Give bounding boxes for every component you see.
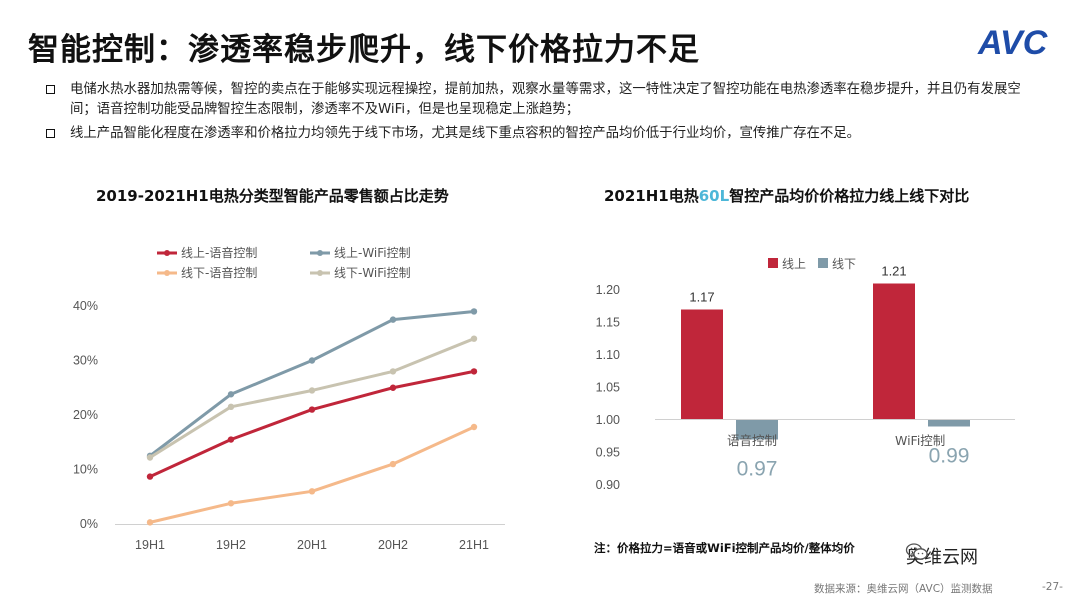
y-tick-label: 1.15: [596, 316, 620, 330]
bar-online: [873, 283, 915, 420]
series-line-offline-wifi: [149, 337, 475, 459]
y-tick-label: 1.05: [596, 381, 620, 395]
data-point: [227, 500, 235, 507]
legend-label-offline-wifi: 线下-WiFi控制: [334, 266, 411, 280]
checkbox-bullet-icon: [46, 129, 55, 138]
page-number: -27-: [1042, 581, 1063, 593]
legend-label-online-voice: 线上-语音控制: [181, 245, 257, 260]
x-tick-label: 20H1: [297, 538, 327, 552]
data-label: 1.21: [881, 264, 906, 279]
y-tick-label: 0.90: [596, 478, 620, 492]
data-point: [470, 423, 478, 431]
x-tick-label: 20H2: [378, 538, 408, 552]
bar-chart-title: 2021H1电热60L智控产品均价价格拉力线上线下对比: [604, 185, 969, 206]
bar-chart-title-prefix: 2021H1电热: [604, 187, 699, 205]
data-point: [308, 488, 316, 495]
data-point: [389, 316, 397, 323]
legend-swatch-offline: [818, 258, 828, 268]
bullet-text: 电储水热水器加热需等候，智控的卖点在于能够实现远程操控，提前加热，观察水量等需求…: [70, 82, 1021, 117]
y-tick-label: 20%: [73, 408, 98, 422]
x-tick-label: 21H1: [459, 538, 489, 552]
data-label: 1.17: [689, 290, 714, 305]
legend-label-offline: 线下: [832, 257, 856, 271]
y-axis-ticks: 0.90 0.95 1.00 1.05 1.10 1.15 1.20: [596, 283, 620, 492]
data-point: [227, 436, 235, 443]
data-point: [227, 403, 235, 411]
data-point: [389, 384, 397, 391]
svg-text:AVC: AVC: [977, 24, 1048, 62]
category-label-voice: 语音控制: [727, 433, 777, 448]
data-point: [389, 368, 397, 375]
legend-label-offline-voice: 线下-语音控制: [181, 265, 257, 280]
data-point: [308, 406, 316, 413]
bullet-text: 线上产品智能化程度在渗透率和价格拉力均领先于线下市场，尤其是线下重点容积的智控产…: [70, 126, 861, 141]
data-point: [146, 519, 154, 526]
y-tick-label: 10%: [73, 463, 98, 477]
legend-marker-online-wifi: [317, 250, 323, 256]
y-tick-label: 40%: [73, 299, 98, 313]
data-point: [470, 308, 478, 315]
y-tick-label: 0%: [80, 517, 98, 531]
avc-logo: AVC: [977, 24, 1048, 62]
data-point: [308, 357, 316, 364]
bar-offline: [736, 420, 778, 440]
checkbox-bullet-icon: [46, 85, 55, 94]
line-chart: 线上-语音控制 线上-WiFi控制 线下-语音控制 线下-WiFi控制 0% 10…: [73, 245, 505, 552]
bar-chart: 线上 线下 0.900.951.001.051.101.151.20 1.171…: [596, 257, 1015, 492]
data-point: [227, 391, 235, 398]
x-axis-ticks: 19H1 19H2 20H1 20H2 21H1: [135, 538, 489, 552]
legend-label-online-wifi: 线上-WiFi控制: [334, 246, 411, 260]
legend-swatch-online: [768, 258, 778, 268]
y-tick-label: 1.20: [596, 283, 620, 297]
y-tick-label: 0.95: [596, 446, 620, 460]
legend-marker-online-voice: [164, 250, 170, 256]
legend-marker-offline-voice: [164, 270, 170, 276]
line-chart-title: 2019-2021H1电热分类型智能产品零售额占比走势: [96, 187, 449, 205]
bar-chart-title-suffix: 智控产品均价价格拉力线上线下对比: [729, 187, 970, 205]
bullet-list: 电储水热水器加热需等候，智控的卖点在于能够实现远程操控，提前加热，观察水量等需求…: [46, 80, 1030, 148]
data-point: [470, 335, 478, 342]
y-axis-ticks: 0% 10% 20% 30% 40%: [73, 299, 98, 531]
x-tick-label: 19H2: [216, 538, 246, 552]
bullet-item: 线上产品智能化程度在渗透率和价格拉力均领先于线下市场，尤其是线下重点容积的智控产…: [46, 124, 1030, 144]
data-label: 0.97: [737, 458, 778, 481]
bars: 1.17 1.21 0.97 0.99: [681, 264, 970, 481]
data-point: [308, 387, 316, 394]
data-point: [146, 473, 154, 480]
bar-chart-legend: 线上 线下: [768, 257, 856, 271]
x-tick-label: 19H1: [135, 538, 165, 552]
wechat-icon: [905, 543, 928, 560]
legend-marker-offline-wifi: [317, 270, 323, 276]
y-tick-label: 1.00: [596, 413, 620, 427]
line-chart-legend: 线上-语音控制 线上-WiFi控制 线下-语音控制 线下-WiFi控制: [157, 245, 411, 280]
y-tick-label: 30%: [73, 354, 98, 368]
wechat-watermark: 奥维云网: [905, 543, 978, 569]
formula-note: 注：价格拉力=语音或WiFi控制产品均价/整体均价: [594, 541, 855, 555]
series-line-online-voice: [149, 369, 475, 478]
line-series: [146, 308, 478, 526]
category-label-wifi: WiFi控制: [895, 433, 945, 448]
bullet-item: 电储水热水器加热需等候，智控的卖点在于能够实现远程操控，提前加热，观察水量等需求…: [46, 80, 1030, 120]
y-tick-label: 1.10: [596, 348, 620, 362]
series-line-offline-voice: [149, 425, 475, 524]
data-point: [146, 454, 154, 461]
data-point: [389, 460, 397, 468]
series-line-online-wifi: [149, 309, 475, 458]
bar-chart-title-accent: 60L: [698, 187, 730, 205]
data-point: [470, 368, 478, 375]
legend-label-online: 线上: [782, 257, 806, 271]
data-source: 数据来源：奥维云网（AVC）监测数据: [814, 583, 993, 595]
bar-online: [681, 309, 723, 420]
data-label: 0.99: [929, 445, 970, 468]
bar-offline: [928, 420, 970, 427]
page-title: 智能控制：渗透率稳步爬升，线下价格拉力不足: [28, 32, 700, 68]
